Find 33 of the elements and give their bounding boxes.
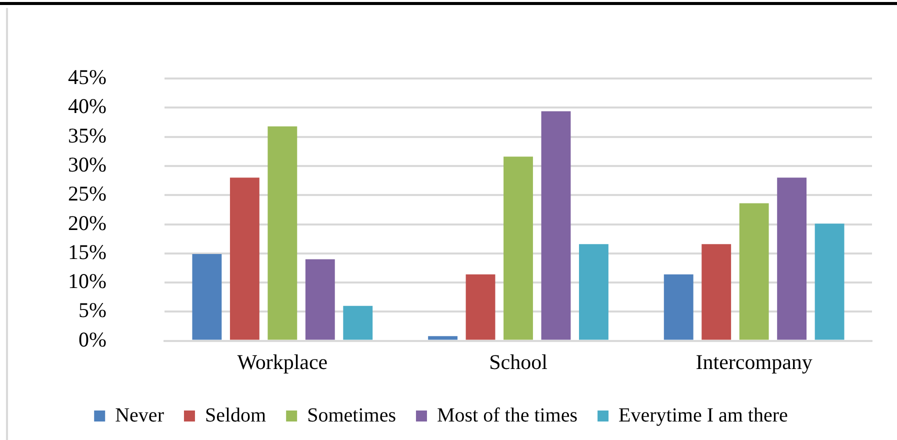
legend-label: Everytime I am there <box>618 404 788 426</box>
y-tick-label: 35% <box>68 123 106 148</box>
y-tick-label: 10% <box>68 269 106 294</box>
bar <box>268 126 298 340</box>
legend-label: Most of the times <box>436 404 578 426</box>
x-tick-label: School <box>489 350 548 374</box>
y-tick-label: 45% <box>68 65 106 90</box>
bar <box>305 259 335 340</box>
bar <box>579 244 608 340</box>
y-tick-label: 15% <box>68 240 106 264</box>
bar <box>541 111 571 340</box>
legend-label: Never <box>115 404 164 426</box>
legend-label: Seldom <box>204 404 267 426</box>
bar <box>230 178 260 340</box>
bar <box>428 336 458 340</box>
legend-label: Sometimes <box>307 404 396 426</box>
x-tick-label: Intercompany <box>696 350 813 374</box>
bar <box>664 274 694 340</box>
bar <box>192 254 222 340</box>
y-tick-label: 30% <box>68 152 106 177</box>
bar <box>777 178 807 340</box>
bar <box>504 156 533 340</box>
y-tick-label: 25% <box>68 182 106 206</box>
bar <box>739 203 769 340</box>
x-tick-label: Workplace <box>237 350 328 374</box>
bar <box>814 224 844 340</box>
y-tick-label: 5% <box>78 298 106 322</box>
bar <box>466 274 496 340</box>
bar <box>702 244 732 340</box>
y-tick-label: 0% <box>78 327 106 352</box>
y-tick-label: 40% <box>68 94 106 118</box>
y-tick-label: 20% <box>68 210 106 235</box>
bar <box>343 306 373 340</box>
